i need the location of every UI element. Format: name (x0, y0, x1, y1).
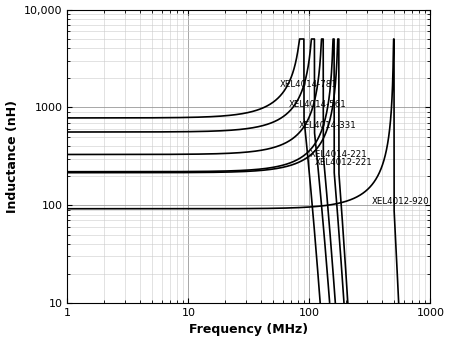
Text: XEL4014-781: XEL4014-781 (280, 80, 338, 89)
X-axis label: Frequency (MHz): Frequency (MHz) (189, 324, 309, 337)
Text: XEL4014-561: XEL4014-561 (289, 100, 347, 109)
Y-axis label: Inductance (nH): Inductance (nH) (5, 100, 18, 213)
Text: XEL4014-221: XEL4014-221 (310, 149, 367, 159)
Text: XEL4012-221: XEL4012-221 (315, 158, 372, 168)
Text: XEL4014-331: XEL4014-331 (299, 121, 357, 130)
Text: XEL4012-920: XEL4012-920 (372, 197, 430, 207)
